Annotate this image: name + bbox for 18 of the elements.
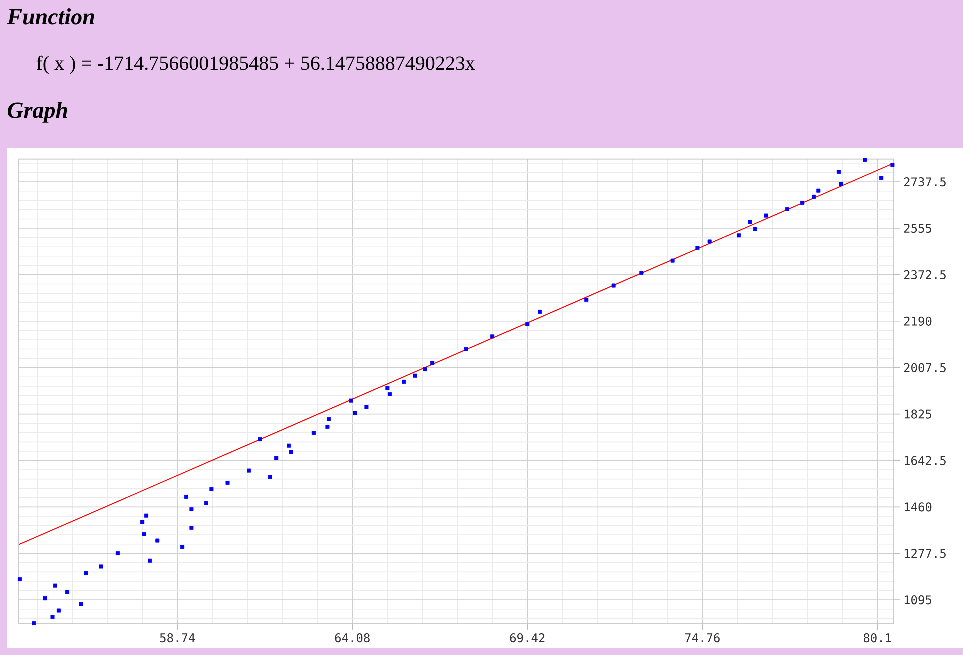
x-tick-label: 69.42 [510,634,545,643]
y-tick-label: 1277.5 [904,549,946,558]
y-tick-label: 2555 [904,224,932,234]
x-tick-label: 80.1 [864,634,892,643]
y-tick-label: 2007.5 [904,363,946,372]
text: Graph [8,102,68,123]
y-tick-label: 1460 [904,502,932,512]
x-tick-label: 58.74 [160,634,196,643]
y-tick-label: 2372.5 [904,270,946,280]
y-tick-label: 1095 [904,596,932,605]
chart-title: Function [7,8,94,25]
y-tick-label: 2737.5 [904,178,946,187]
x-tick-label: 64.08 [335,634,370,643]
y-tick-label: 1642.5 [904,456,946,466]
chart-subtitle: f( x ) = -1714.7566001985485 + 56.14758887490223x [36,56,476,74]
x-tick-label: 74.76 [685,634,720,643]
y-tick-label: 2190 [904,316,932,326]
y-tick-label: 1825 [904,410,932,419]
